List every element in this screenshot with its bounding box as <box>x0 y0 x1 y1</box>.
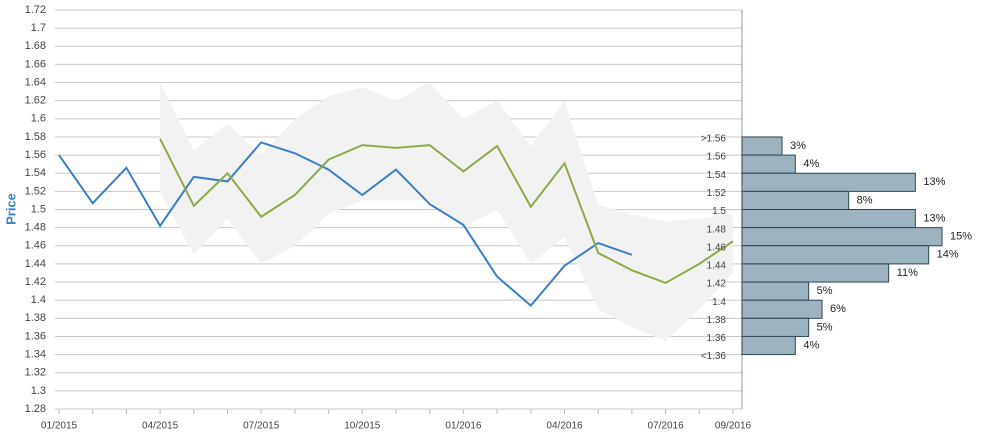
band <box>160 82 734 341</box>
y-tick-label: 1.56 <box>25 149 46 161</box>
hist-value-label: 4% <box>803 339 819 351</box>
hist-value-label: 3% <box>790 140 806 152</box>
bin-label: 1.52 <box>707 188 727 199</box>
hist-value-label: 5% <box>817 321 833 333</box>
y-tick-label: 1.5 <box>31 203 46 215</box>
y-tick-label: 1.32 <box>25 367 46 379</box>
bin-label: 1.56 <box>707 152 727 163</box>
y-tick-label: 1.42 <box>25 276 46 288</box>
hist-bar <box>741 263 890 283</box>
bin-label: <1.36 <box>701 351 727 362</box>
y-tick-label: 1.72 <box>25 4 46 16</box>
bin-label: 1.38 <box>707 315 727 326</box>
y-tick-label: 1.44 <box>25 258 46 270</box>
line-series <box>159 138 734 285</box>
hist-bar <box>741 299 823 319</box>
bin-label: >1.56 <box>701 134 727 145</box>
bin-label: 1.46 <box>707 242 727 253</box>
y-tick-label: 1.34 <box>25 348 46 360</box>
bin-label: 1.48 <box>707 224 727 235</box>
y-tick-label: 1.62 <box>25 95 46 107</box>
y-tick-label: 1.52 <box>25 185 46 197</box>
bin-label: 1.4 <box>712 297 726 308</box>
hist-bar <box>741 317 810 337</box>
hist-bar <box>741 209 916 229</box>
y-tick-label: 1.3 <box>31 385 46 397</box>
y-tick-label: 1.36 <box>25 330 46 342</box>
hist-bar <box>741 245 930 265</box>
bin-label: 1.5 <box>712 206 726 217</box>
hist-bar <box>741 136 783 156</box>
y-tick-label: 1.46 <box>25 240 46 252</box>
y-tick-label: 1.54 <box>25 167 46 179</box>
y-axis-label: Price <box>3 193 18 225</box>
y-tick-label: 1.6 <box>31 113 46 125</box>
hist-value-label: 14% <box>937 249 959 261</box>
hist-bar <box>741 172 916 192</box>
hist-value-label: 6% <box>830 303 846 315</box>
bin-label: 1.44 <box>707 261 727 272</box>
hist-value-label: 8% <box>857 194 873 206</box>
x-tick-label: 07/2016 <box>648 421 685 432</box>
hist-value-label: 13% <box>923 176 945 188</box>
y-tick-label: 1.64 <box>25 76 46 88</box>
hist-value-label: 5% <box>817 285 833 297</box>
x-tick-label: 04/2016 <box>546 421 583 432</box>
y-tick-label: 1.48 <box>25 222 46 234</box>
line-series <box>58 141 633 308</box>
x-tick-label: 04/2015 <box>142 421 179 432</box>
hist-bar <box>741 335 796 356</box>
y-tick-label: 1.68 <box>25 40 46 52</box>
hist-value-label: 15% <box>950 231 972 243</box>
x-tick-label: 01/2015 <box>41 421 78 432</box>
bin-label: 1.54 <box>707 170 727 181</box>
hist-bar <box>741 154 796 174</box>
bin-label: 1.36 <box>707 333 727 344</box>
y-tick-label: 1.28 <box>25 403 46 415</box>
hist-value-label: 4% <box>803 158 819 170</box>
hist-value-label: 11% <box>897 267 918 279</box>
hist-bar <box>741 227 943 247</box>
y-tick-label: 1.66 <box>25 58 46 70</box>
x-tick-label: 10/2015 <box>344 421 381 432</box>
x-tick-label: 09/2016 <box>715 421 752 432</box>
bin-label: 1.42 <box>707 279 727 290</box>
x-tick-label: 07/2015 <box>243 421 280 432</box>
hist-bar <box>741 190 850 210</box>
x-tick-label: 01/2016 <box>445 421 482 432</box>
y-tick-label: 1.38 <box>25 312 46 324</box>
hist-value-label: 13% <box>923 212 945 224</box>
y-tick-label: 1.7 <box>31 22 46 34</box>
y-tick-label: 1.4 <box>31 294 46 306</box>
hist-bar <box>741 281 810 301</box>
y-tick-label: 1.58 <box>25 131 46 143</box>
